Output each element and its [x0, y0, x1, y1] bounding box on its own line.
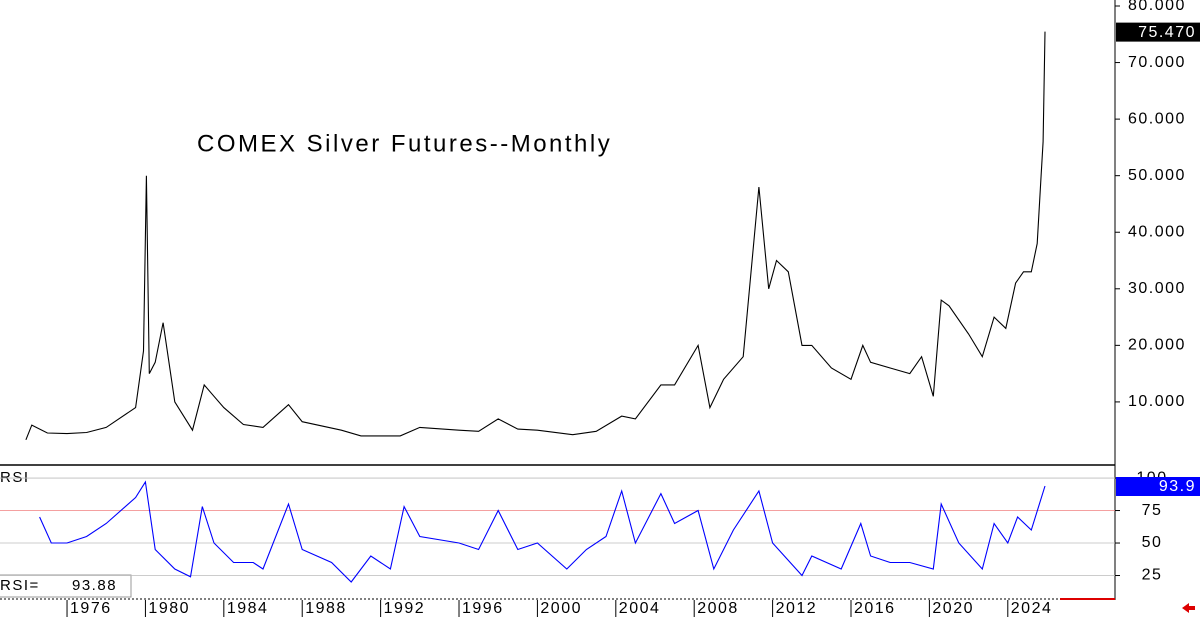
y-tick-label: 10.000	[1128, 393, 1186, 410]
y-tick-label: 20.000	[1128, 337, 1186, 354]
x-tick-label: 1976	[70, 600, 112, 617]
x-tick-label: 2020	[932, 600, 974, 617]
rsi-title: RSI	[0, 469, 30, 486]
series-line	[39, 480, 1046, 583]
y-tick-label: 60.000	[1128, 110, 1186, 127]
x-tick-label: 1984	[227, 600, 269, 617]
x-tick-label: 1988	[305, 600, 347, 617]
last-value-box	[1116, 22, 1200, 42]
last-value-label: 75.470	[1138, 24, 1196, 41]
readout-value: 93.88	[72, 577, 117, 594]
x-tick-label: 2024	[1011, 600, 1053, 617]
last-value-box	[1116, 477, 1200, 497]
series-line	[25, 31, 1046, 441]
readout-box	[0, 574, 132, 598]
scroll-arrow[interactable]	[1182, 603, 1195, 613]
x-tick-label: 2016	[854, 600, 896, 617]
x-tick-label: 1992	[384, 600, 426, 617]
y-tick-label: 25	[1142, 567, 1163, 584]
y-tick-label: 50	[1142, 534, 1163, 551]
x-tick-label: 1980	[148, 600, 190, 617]
x-tick-label: 2000	[540, 600, 582, 617]
y-tick-label: 75	[1142, 502, 1163, 519]
x-tick-label: 1996	[462, 600, 504, 617]
y-tick-label: 40.000	[1128, 223, 1186, 240]
chart-title: COMEX Silver Futures--Monthly	[197, 130, 612, 157]
x-tick-label: 2004	[619, 600, 661, 617]
x-tick-label: 2008	[697, 600, 739, 617]
y-tick-label: 30.000	[1128, 280, 1186, 297]
y-tick-label: 50.000	[1128, 167, 1186, 184]
x-tick-label: 2012	[776, 600, 818, 617]
y-tick-label: 80.000	[1128, 0, 1186, 14]
readout-label: RSI=	[0, 577, 40, 594]
last-value-label: 93.9	[1159, 478, 1196, 495]
y-tick-label: 70.000	[1128, 54, 1186, 71]
